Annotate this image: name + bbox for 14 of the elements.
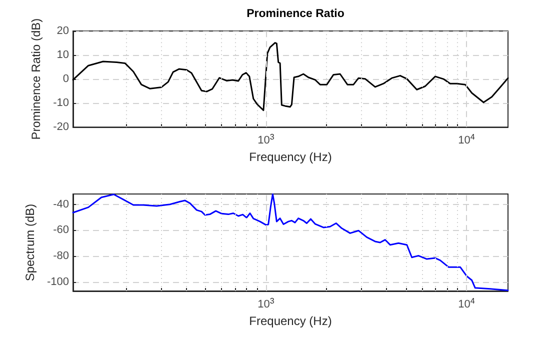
x-axis-title: Frequency (Hz): [249, 150, 332, 164]
y-axis-title: Spectrum (dB): [23, 204, 38, 282]
y-axis-title: Prominence Ratio (dB): [29, 18, 44, 140]
chart-title: Prominence Ratio: [246, 8, 344, 20]
x-axis-title: Frequency (Hz): [249, 314, 332, 328]
y-tick-label: -60: [53, 224, 69, 236]
y-tick-label: 0: [62, 73, 69, 86]
y-tick-label: -20: [53, 121, 69, 134]
y-tick-label: -40: [53, 198, 69, 210]
y-tick-label: 20: [56, 25, 69, 37]
y-tick-label: 10: [56, 49, 69, 62]
y-tick-label: -100: [46, 276, 69, 288]
y-tick-label: -10: [53, 97, 69, 110]
y-tick-label: -80: [53, 250, 69, 262]
